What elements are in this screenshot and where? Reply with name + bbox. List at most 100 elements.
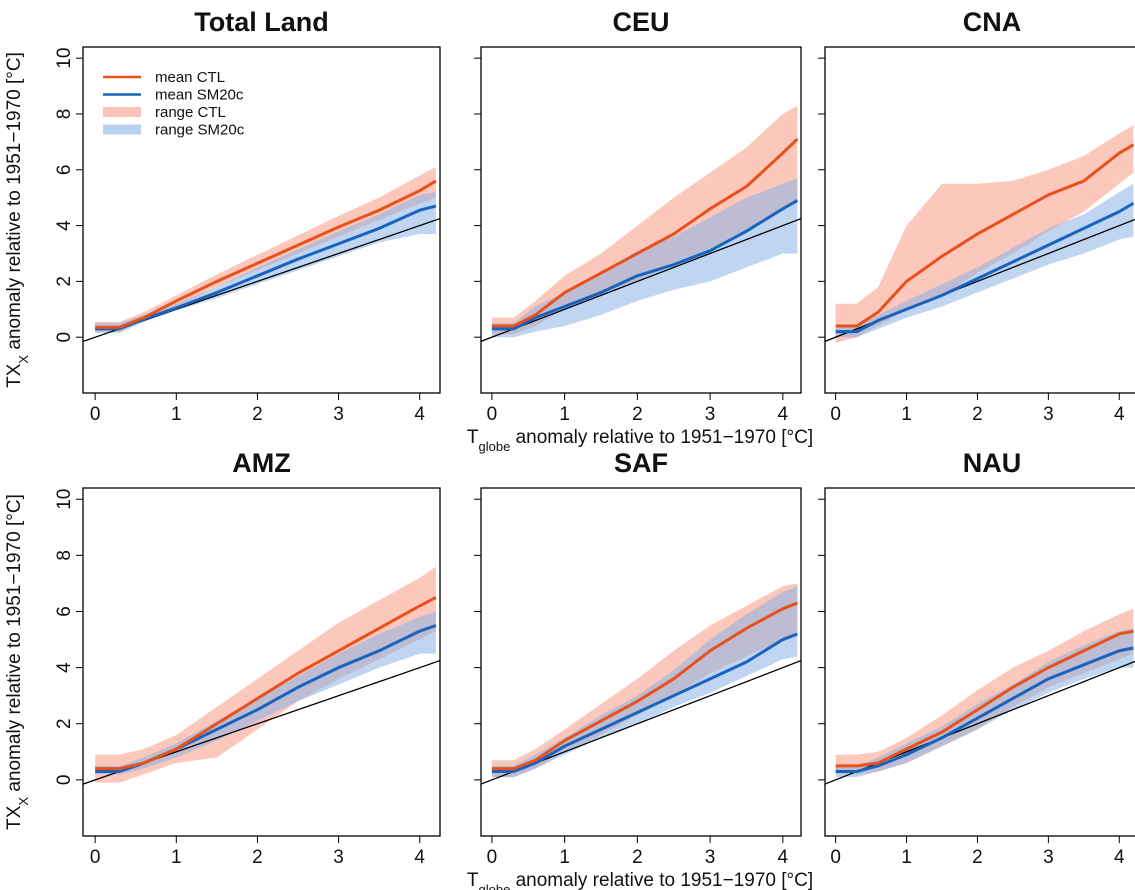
x-tick-label: 4 <box>414 404 425 425</box>
y-label: TXX anomaly relative to 1951−1970 [°C] <box>4 52 31 388</box>
range-band <box>95 166 436 332</box>
x-tick-label: 1 <box>559 847 570 868</box>
x-tick-label: 2 <box>972 847 983 868</box>
plot-frame <box>480 487 802 837</box>
range-band <box>835 608 1134 775</box>
reference-line <box>825 660 1135 785</box>
mean-line <box>835 629 1134 768</box>
mean-line <box>95 179 437 329</box>
y-tick-label: 10 <box>54 489 75 510</box>
x-tick-label: 1 <box>171 404 182 425</box>
plot-frame <box>824 487 1135 837</box>
label-main: T <box>467 870 479 890</box>
y-tick-label: 2 <box>54 718 75 729</box>
y-tick-label: 8 <box>54 550 75 561</box>
label-sub: globe <box>478 882 510 890</box>
panel <box>481 105 801 342</box>
x-tick-label: 4 <box>778 404 789 425</box>
label-rest: anomaly relative to 1951−1970 [°C] <box>510 870 813 890</box>
range-band <box>95 192 436 334</box>
y-label: TXX anomaly relative to 1951−1970 [°C] <box>4 494 31 830</box>
chart-title: CEU <box>612 7 669 37</box>
panel <box>825 608 1135 785</box>
x-label: Tglobe anomaly relative to 1951−1970 [°C… <box>467 427 813 454</box>
chart-title: CNA <box>963 7 1022 37</box>
x-tick-label: 3 <box>1043 404 1054 425</box>
x-tick-label: 0 <box>487 847 498 868</box>
x-tick-label: 4 <box>778 847 789 868</box>
plot-frame <box>82 46 441 394</box>
panel <box>83 166 440 342</box>
mean-line <box>835 143 1135 328</box>
y-tick-label: 8 <box>54 109 75 120</box>
chart-title: Total Land <box>194 7 329 37</box>
x-tick-label: 3 <box>333 847 344 868</box>
label-rest: anomaly relative to 1951−1970 [°C] <box>4 494 25 797</box>
panel <box>825 125 1135 343</box>
range-band <box>491 105 798 335</box>
mean-line <box>835 646 1134 773</box>
x-tick-label: 0 <box>487 404 498 425</box>
x-tick-label: 3 <box>1043 847 1054 868</box>
range-band <box>835 628 1134 778</box>
x-tick-label: 3 <box>705 404 716 425</box>
mean-line <box>491 137 799 328</box>
x-tick-label: 0 <box>830 404 841 425</box>
y-tick-label: 4 <box>54 220 75 231</box>
y-tick-label: 6 <box>54 164 75 175</box>
x-label: Tglobe anomaly relative to 1951−1970 [°C… <box>467 870 813 890</box>
legend-label: range SM20c <box>155 122 245 139</box>
label-main: TX <box>4 363 25 388</box>
label-sub: X <box>16 355 31 364</box>
mean-line <box>491 632 798 773</box>
y-tick-label: 4 <box>54 662 75 673</box>
chart-title: SAF <box>614 448 668 478</box>
x-tick-label: 0 <box>830 847 841 868</box>
plot-frame <box>480 46 802 394</box>
y-tick-label: 0 <box>54 332 75 343</box>
reference-line <box>481 217 801 342</box>
y-tick-label: 10 <box>54 48 75 69</box>
plot-frame <box>824 46 1135 394</box>
label-rest: anomaly relative to 1951−1970 [°C] <box>4 52 25 355</box>
label-main: TX <box>4 805 25 830</box>
x-tick-label: 2 <box>252 404 263 425</box>
plot-frame <box>82 487 441 837</box>
x-tick-label: 2 <box>632 404 643 425</box>
range-band <box>491 583 798 778</box>
mean-line <box>491 199 799 331</box>
x-tick-label: 4 <box>414 847 425 868</box>
label-rest: anomaly relative to 1951−1970 [°C] <box>510 427 813 448</box>
range-band <box>835 125 1134 343</box>
range-band <box>491 586 798 778</box>
x-tick-label: 2 <box>632 847 643 868</box>
label-sub: globe <box>478 439 510 454</box>
chart-title: AMZ <box>232 448 290 478</box>
panel <box>83 566 440 785</box>
legend-label: range CTL <box>155 104 226 121</box>
label-sub: X <box>16 797 31 806</box>
mean-line <box>95 596 437 771</box>
y-tick-label: 6 <box>54 606 75 617</box>
x-tick-label: 4 <box>1114 847 1125 868</box>
legend-label: mean CTL <box>155 69 225 86</box>
x-tick-label: 0 <box>90 404 101 425</box>
legend-label: mean SM20c <box>155 87 244 104</box>
x-tick-label: 4 <box>1114 404 1125 425</box>
x-tick-label: 3 <box>333 404 344 425</box>
mean-line <box>491 601 798 771</box>
x-tick-label: 1 <box>171 847 182 868</box>
chart-title: NAU <box>963 448 1022 478</box>
label-main: T <box>467 427 479 448</box>
x-tick-label: 1 <box>901 404 912 425</box>
mean-line <box>835 201 1135 334</box>
x-tick-label: 2 <box>252 847 263 868</box>
x-tick-label: 0 <box>90 847 101 868</box>
x-tick-label: 2 <box>972 404 983 425</box>
y-tick-label: 0 <box>54 775 75 786</box>
x-tick-label: 1 <box>559 404 570 425</box>
range-band <box>95 566 436 783</box>
y-tick-label: 2 <box>54 276 75 287</box>
